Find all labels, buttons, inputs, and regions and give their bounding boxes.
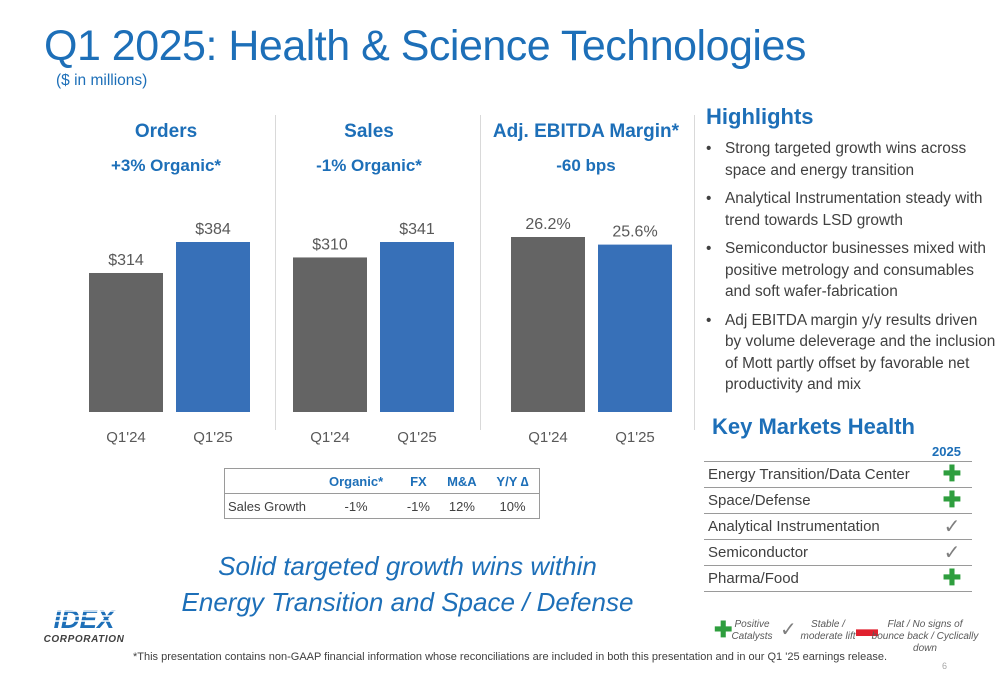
ebitda-chart-header: Adj. EBITDA Margin* -60 bps xyxy=(486,121,686,176)
bullet-icon: • xyxy=(706,190,712,207)
chart-divider xyxy=(480,115,481,430)
ebitda-chart-title: Adj. EBITDA Margin* xyxy=(492,121,680,142)
table-header-ma: M&A xyxy=(437,468,487,494)
highlights-list: • Strong targeted growth wins across spac… xyxy=(706,138,996,403)
table-cell: -1% xyxy=(406,498,430,514)
market-label: Analytical Instrumentation xyxy=(704,513,932,540)
bar xyxy=(89,272,163,412)
sales-chart-subtitle: -1% Organic* xyxy=(316,156,422,175)
bar-charts: $314 Q1'24 $384 Q1'25 $310 Q1'24 $341 Q1'25 26.2… xyxy=(89,216,672,446)
list-item-text: Adj EBITDA margin y/y results driven by … xyxy=(725,311,996,394)
legend-plus-icon: ✚ xyxy=(714,617,733,642)
table-header-organic: Organic* xyxy=(313,468,400,494)
data-label: $384 xyxy=(195,221,231,238)
table-row: Pharma/Food ✚ xyxy=(704,565,972,592)
bar xyxy=(598,244,672,412)
legend-check-icon: ✓ xyxy=(780,619,797,641)
sales-growth-table: Organic* FX M&A Y/Y ∆ Sales Growth -1% -… xyxy=(224,468,540,519)
x-tick-label: Q1'24 xyxy=(310,429,350,446)
market-label: Semiconductor xyxy=(704,539,932,566)
logo-wordmark: IDEX xyxy=(54,604,116,634)
list-item: • Strong targeted growth wins across spac… xyxy=(706,138,996,181)
page-number: 6 xyxy=(942,661,948,671)
x-tick-label: Q1'24 xyxy=(528,429,568,446)
key-markets-title: Key Markets Health xyxy=(712,414,915,439)
key-markets-year: 2025 xyxy=(932,444,961,459)
list-item: • Semiconductor businesses mixed with pos… xyxy=(706,238,996,303)
table-cell: 10% xyxy=(499,498,526,514)
market-label: Energy Transition/Data Center xyxy=(704,461,932,488)
list-item: • Adj EBITDA margin y/y results driven by… xyxy=(706,310,996,396)
bullet-icon: • xyxy=(706,311,712,329)
bar xyxy=(293,257,367,412)
table-row: Energy Transition/Data Center ✚ xyxy=(704,461,972,488)
table-row: Analytical Instrumentation ✓ xyxy=(704,513,972,540)
bar xyxy=(380,242,454,412)
check-icon: ✓ xyxy=(943,541,961,564)
table-header-fx: FX xyxy=(399,468,438,494)
data-label: $310 xyxy=(312,236,348,253)
bar xyxy=(511,237,585,412)
tagline: Solid targeted growth wins within Energy… xyxy=(181,551,634,617)
list-item-text: Analytical Instrumentation steady with t… xyxy=(725,190,983,229)
bar xyxy=(176,242,250,412)
section-divider xyxy=(694,115,695,430)
plus-icon: ✚ xyxy=(942,565,962,590)
market-label: Space/Defense xyxy=(704,487,932,514)
table-row: Space/Defense ✚ xyxy=(704,487,972,514)
list-item: • Analytical Instrumentation steady with … xyxy=(706,188,996,231)
data-label: 25.6% xyxy=(612,224,657,241)
page-subtitle: ($ in millions) xyxy=(56,72,148,89)
table-cell: 12% xyxy=(448,498,475,514)
idex-logo: IDEX CORPORATION xyxy=(44,604,124,645)
table-row: Sales Growth -1% -1% 12% 10% xyxy=(225,494,540,519)
chart-divider xyxy=(275,115,276,430)
row-label: Sales Growth xyxy=(228,498,307,514)
orders-chart-header: Orders +3% Organic* xyxy=(66,121,266,176)
legend-flat-label: Flat / No signs of bounce back / Cyclica… xyxy=(871,619,979,654)
sales-chart-title: Sales xyxy=(344,121,394,142)
list-item-text: Strong targeted growth wins across space… xyxy=(725,140,967,179)
plus-icon: ✚ xyxy=(942,461,962,486)
plus-icon: ✚ xyxy=(942,487,962,512)
key-markets-table: Energy Transition/Data Center ✚ Space/De… xyxy=(704,461,972,592)
ebitda-chart-subtitle: -60 bps xyxy=(556,156,616,175)
market-label: Pharma/Food xyxy=(704,565,932,592)
footnote: *This presentation contains non-GAAP fin… xyxy=(133,651,888,663)
orders-chart-title: Orders xyxy=(134,121,198,142)
bullet-icon: • xyxy=(706,140,712,157)
table-row: Semiconductor ✓ xyxy=(704,539,972,566)
x-tick-label: Q1'25 xyxy=(193,429,233,446)
table-header-yy: Y/Y ∆ xyxy=(486,468,540,494)
highlights-title: Highlights xyxy=(706,104,814,129)
page-title: Q1 2025: Health & Science Technologies xyxy=(44,22,806,70)
check-icon: ✓ xyxy=(943,515,961,538)
x-tick-label: Q1'25 xyxy=(615,429,655,446)
x-tick-label: Q1'25 xyxy=(397,429,437,446)
legend-positive-label: Positive Catalysts xyxy=(731,619,773,642)
data-label: $314 xyxy=(108,252,144,269)
table-cell: -1% xyxy=(344,498,368,514)
data-label: 26.2% xyxy=(525,216,570,233)
legend-minus-icon: ▬ xyxy=(856,616,878,641)
list-item-text: Semiconductor businesses mixed with posi… xyxy=(725,240,986,300)
bullet-icon: • xyxy=(706,240,712,257)
table-header-blank xyxy=(224,468,313,494)
orders-chart-subtitle: +3% Organic* xyxy=(110,156,222,175)
legend-stable-label: Stable / moderate lift xyxy=(800,619,856,642)
x-tick-label: Q1'24 xyxy=(106,429,146,446)
table-header-row: Organic* FX M&A Y/Y ∆ xyxy=(224,468,540,494)
data-label: $341 xyxy=(399,221,435,238)
sales-chart-header: Sales -1% Organic* xyxy=(269,121,469,176)
logo-subtext: CORPORATION xyxy=(44,634,124,645)
